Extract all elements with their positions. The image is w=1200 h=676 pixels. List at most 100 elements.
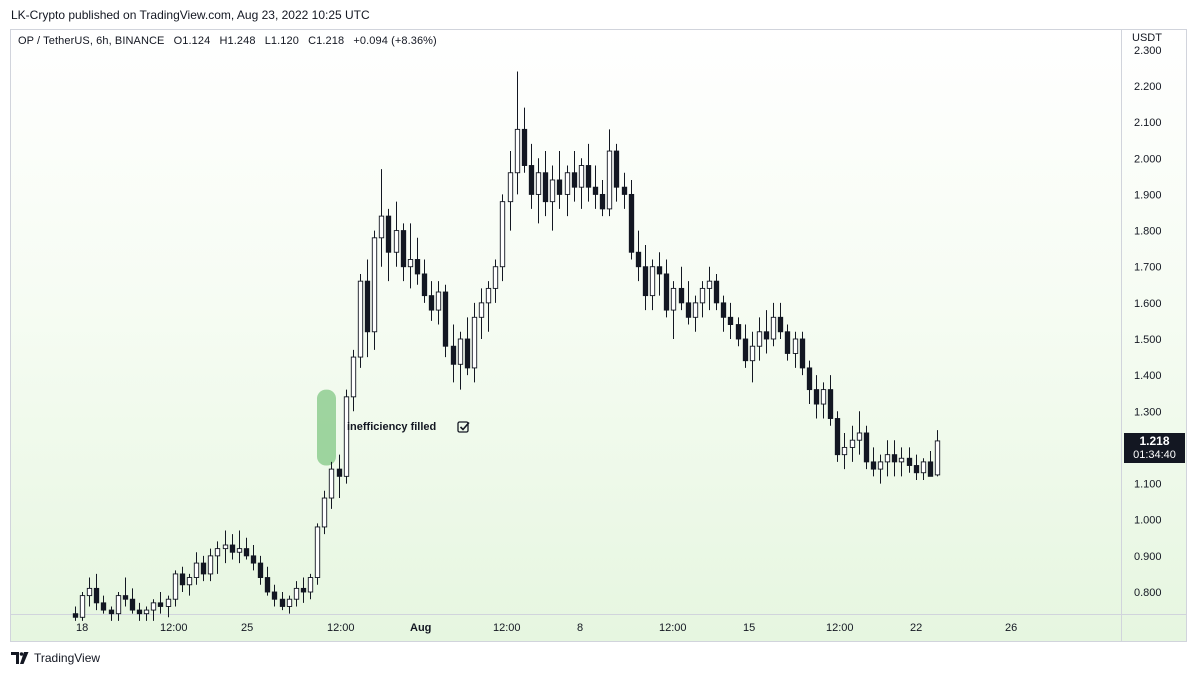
candle[interactable] — [656, 252, 663, 296]
candle[interactable] — [336, 454, 343, 499]
candle[interactable] — [685, 281, 692, 325]
candle[interactable] — [435, 281, 442, 325]
candle[interactable] — [713, 273, 720, 311]
candle[interactable] — [193, 552, 200, 585]
candle[interactable] — [214, 541, 221, 574]
candle[interactable] — [79, 592, 86, 621]
candle[interactable] — [863, 425, 870, 470]
candle[interactable] — [528, 143, 535, 209]
candle[interactable] — [72, 606, 79, 621]
candle[interactable] — [421, 259, 428, 303]
candle[interactable] — [428, 281, 435, 321]
candle[interactable] — [129, 588, 136, 614]
candle[interactable] — [243, 537, 250, 560]
footer-brand[interactable]: TradingView — [34, 651, 101, 665]
candle[interactable] — [115, 592, 122, 621]
candle[interactable] — [792, 331, 799, 368]
candle[interactable] — [286, 595, 293, 614]
candle[interactable] — [621, 172, 628, 209]
candle[interactable] — [257, 555, 264, 585]
candle[interactable] — [891, 440, 898, 477]
candle[interactable] — [485, 281, 492, 332]
candle[interactable] — [450, 324, 457, 383]
candle[interactable] — [442, 284, 449, 358]
candle[interactable] — [314, 523, 321, 585]
candle[interactable] — [877, 454, 884, 484]
symbol-pair[interactable]: OP / TetherUS, 6h, BINANCE — [18, 35, 165, 47]
candle[interactable] — [400, 223, 407, 282]
candle[interactable] — [300, 577, 307, 603]
candle[interactable] — [856, 411, 863, 455]
candle[interactable] — [414, 237, 421, 285]
candle[interactable] — [870, 447, 877, 477]
candle[interactable] — [642, 245, 649, 311]
candle[interactable] — [628, 179, 635, 260]
candle[interactable] — [649, 259, 656, 311]
candle[interactable] — [321, 490, 328, 535]
candle[interactable] — [328, 461, 335, 509]
candle[interactable] — [521, 107, 528, 173]
candle[interactable] — [827, 375, 834, 426]
candle[interactable] — [806, 360, 813, 405]
candle[interactable] — [613, 143, 620, 202]
candle[interactable] — [727, 302, 734, 339]
candle[interactable] — [371, 230, 378, 350]
candle[interactable] — [542, 151, 549, 217]
candle[interactable] — [179, 566, 186, 592]
candle[interactable] — [670, 281, 677, 339]
candle[interactable] — [307, 573, 314, 600]
candlestick-chart[interactable]: 2.300 2.200 2.100 2.000 1.900 1.800 1.700 1.600… — [11, 30, 1186, 641]
candle[interactable] — [571, 151, 578, 202]
annotation-label[interactable]: inefficiency filled — [347, 421, 437, 433]
candle[interactable] — [898, 447, 905, 477]
candle[interactable] — [357, 273, 364, 368]
candle[interactable] — [229, 534, 236, 560]
candle[interactable] — [934, 430, 941, 477]
candle[interactable] — [264, 566, 271, 596]
candle[interactable] — [849, 425, 856, 462]
candle[interactable] — [720, 295, 727, 332]
candle[interactable] — [172, 570, 179, 607]
candle[interactable] — [122, 577, 129, 607]
candle[interactable] — [663, 259, 670, 318]
candle[interactable] — [457, 331, 464, 390]
candle[interactable] — [350, 349, 357, 412]
candle[interactable] — [407, 223, 414, 289]
candle[interactable] — [777, 302, 784, 339]
candle[interactable] — [186, 573, 193, 596]
candle[interactable] — [236, 530, 243, 564]
candle[interactable] — [499, 194, 506, 282]
candle[interactable] — [150, 599, 157, 621]
chart-frame[interactable]: 2.300 2.200 2.100 2.000 1.900 1.800 1.700 1.600… — [10, 29, 1187, 642]
candle[interactable] — [108, 606, 115, 621]
candle[interactable] — [279, 592, 286, 611]
candle[interactable] — [735, 317, 742, 347]
candle[interactable] — [692, 295, 699, 332]
candle[interactable] — [756, 317, 763, 361]
candle[interactable] — [927, 451, 934, 477]
candle[interactable] — [549, 165, 556, 231]
candle[interactable] — [706, 266, 713, 311]
candle[interactable] — [471, 302, 478, 383]
candle[interactable] — [770, 302, 777, 347]
candle[interactable] — [585, 143, 592, 202]
candle[interactable] — [271, 584, 278, 607]
candle[interactable] — [143, 606, 150, 621]
candle[interactable] — [799, 331, 806, 376]
candle[interactable] — [86, 577, 93, 607]
candle[interactable] — [364, 259, 371, 358]
candle[interactable] — [599, 179, 606, 217]
candle[interactable] — [478, 288, 485, 339]
candle[interactable] — [136, 602, 143, 621]
candle[interactable] — [222, 530, 229, 564]
candle[interactable] — [699, 281, 706, 318]
candle[interactable] — [678, 266, 685, 311]
candle[interactable] — [763, 310, 770, 354]
candle[interactable] — [841, 432, 848, 470]
candle[interactable] — [820, 382, 827, 419]
candle[interactable] — [813, 375, 820, 419]
candle[interactable] — [492, 259, 499, 303]
candle[interactable] — [906, 447, 913, 473]
candle[interactable] — [165, 595, 172, 618]
candle[interactable] — [913, 454, 920, 480]
